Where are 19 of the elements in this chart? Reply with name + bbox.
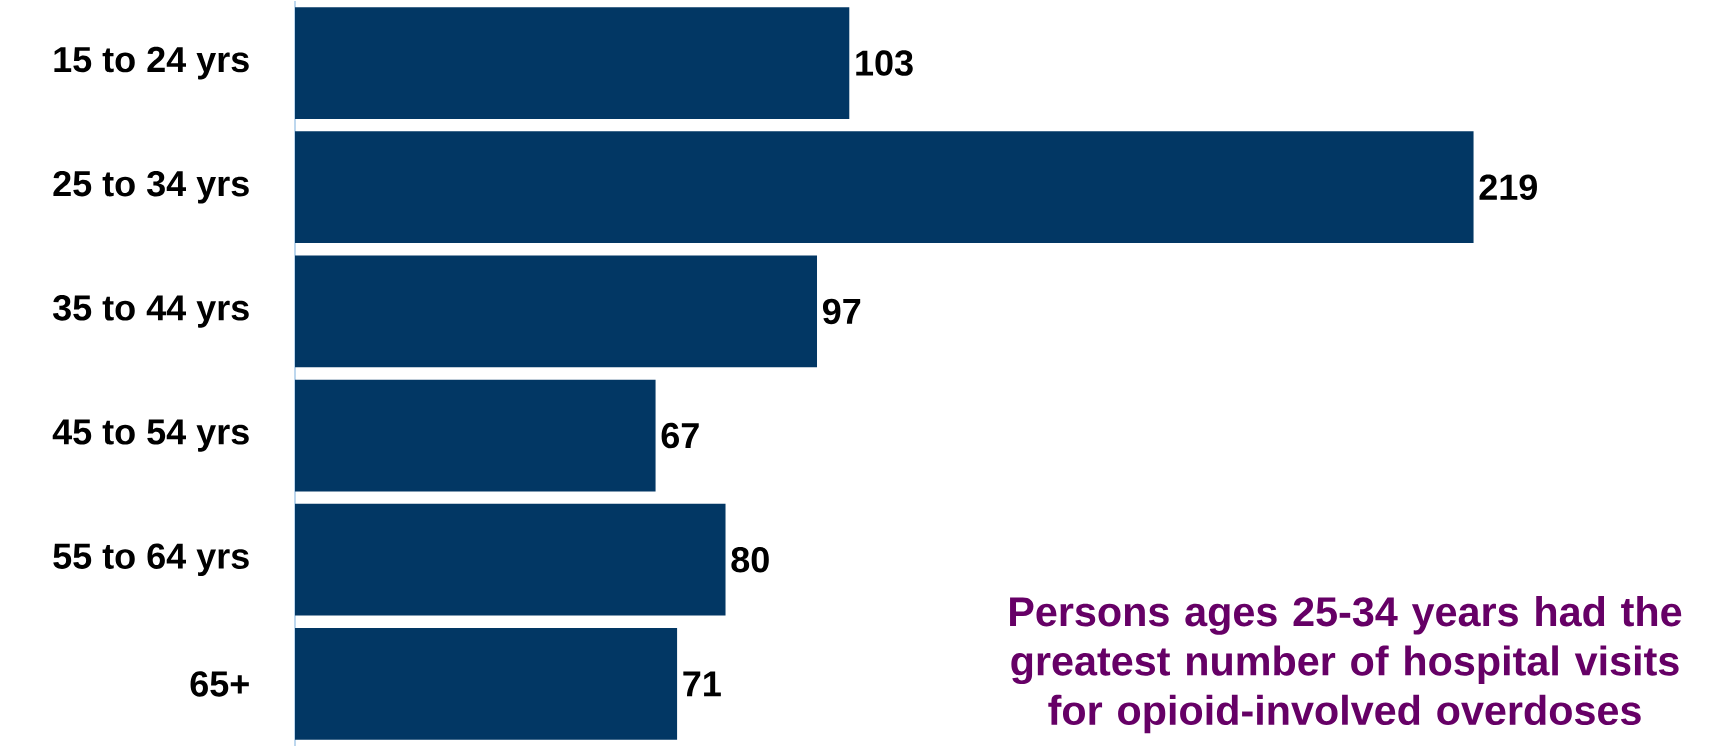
y-tick-label: 65+ bbox=[190, 671, 249, 697]
bar bbox=[295, 628, 678, 740]
bar bbox=[295, 7, 850, 119]
data-label: 219 bbox=[1479, 174, 1537, 200]
y-tick-label: 25 to 34 yrs bbox=[53, 170, 249, 204]
y-tick-label: 45 to 54 yrs bbox=[52, 419, 249, 452]
data-label: 71 bbox=[683, 671, 721, 697]
data-label: 103 bbox=[856, 50, 913, 76]
data-label: 80 bbox=[731, 547, 769, 573]
y-tick-label: 15 to 24 yrs bbox=[54, 46, 249, 80]
bar bbox=[295, 131, 1474, 244]
data-label: 97 bbox=[822, 298, 861, 325]
annotation: Persons ages 25-34 years had the greatest number of hospital visits for opioid-involved overdoses bbox=[1010, 596, 1682, 734]
y-tick-label: 55 to 64 yrs bbox=[53, 543, 249, 577]
bar bbox=[295, 379, 656, 492]
bar bbox=[295, 255, 818, 368]
data-label: 67 bbox=[661, 422, 699, 449]
bar bbox=[295, 503, 726, 616]
y-tick-label: 35 to 44 yrs bbox=[53, 295, 249, 328]
